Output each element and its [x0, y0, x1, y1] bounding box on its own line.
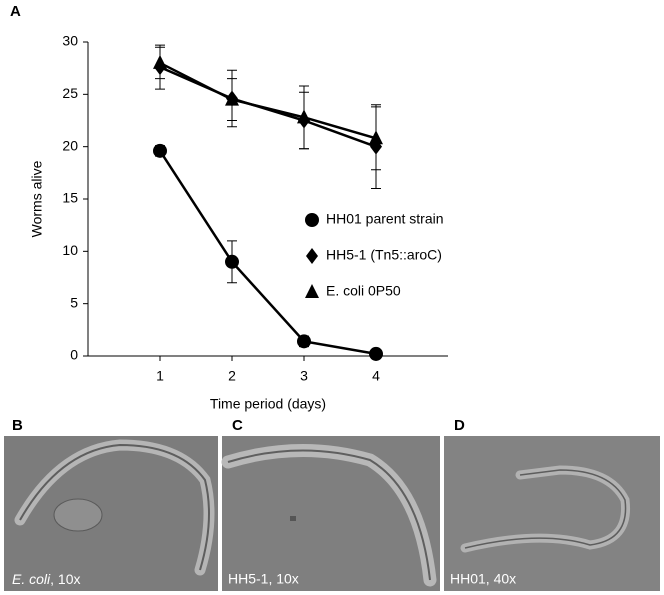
series-line	[158, 150, 377, 356]
legend-label: HH01 parent strain	[326, 211, 444, 227]
legend-marker	[305, 284, 319, 298]
panel-label: D	[454, 417, 465, 434]
point	[297, 334, 311, 349]
caption-italic: E. coli	[12, 571, 51, 587]
y-axis-label: Worms alive	[29, 160, 45, 237]
caption-text: , 10x	[50, 571, 80, 587]
series-line	[159, 61, 377, 140]
x-tick-label: 3	[300, 368, 308, 384]
legend-marker	[305, 213, 319, 227]
y-tick-label: 0	[70, 347, 78, 363]
legend-label: E. coli 0P50	[326, 283, 401, 299]
point	[297, 109, 311, 124]
y-tick-label: 10	[62, 242, 78, 258]
y-tick-label: 30	[62, 33, 78, 49]
image-c	[221, 436, 440, 591]
panel-label: A	[10, 3, 21, 20]
point	[369, 346, 383, 361]
point	[225, 91, 239, 106]
image-caption: HH01, 40x	[450, 571, 516, 587]
y-tick-label: 20	[62, 137, 78, 153]
x-tick-label: 2	[228, 368, 236, 384]
image-caption: E. coli, 10x	[12, 571, 80, 587]
point	[225, 254, 239, 269]
panel-label: B	[12, 417, 23, 434]
point	[369, 130, 383, 145]
y-tick-label: 5	[70, 294, 78, 310]
image-b	[4, 436, 218, 591]
y-tick-label: 15	[62, 190, 78, 206]
legend-marker	[306, 248, 318, 264]
x-axis-label: Time period (days)	[210, 396, 326, 412]
image-caption: HH5-1, 10x	[228, 571, 299, 587]
x-tick-label: 1	[156, 368, 164, 384]
point	[153, 143, 167, 158]
x-tick-label: 4	[372, 368, 380, 384]
legend-label: HH5-1 (Tn5::aroC)	[326, 247, 442, 263]
y-tick-label: 25	[62, 85, 78, 101]
panel-label: C	[232, 417, 243, 434]
image-d	[444, 436, 660, 591]
point	[153, 54, 167, 69]
